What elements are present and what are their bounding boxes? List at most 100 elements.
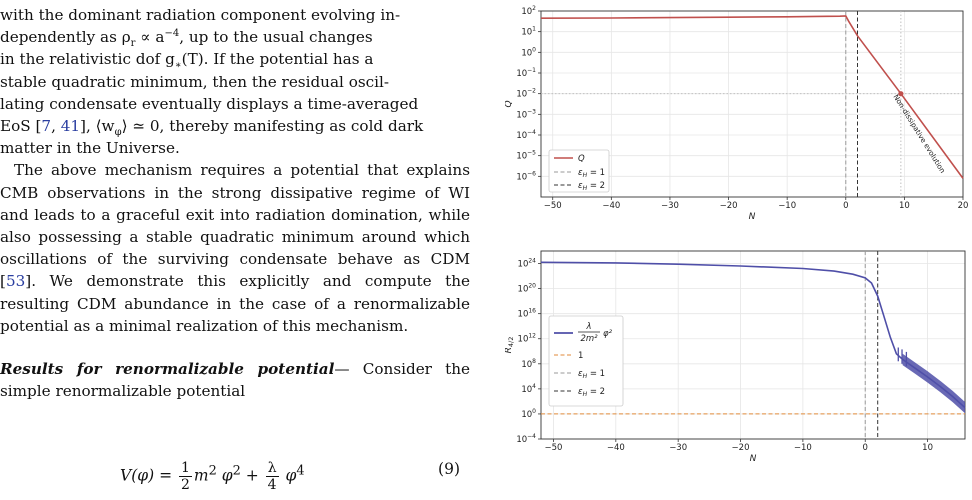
text-line: , up to the usual changes (179, 28, 373, 47)
legend-label-eps2: εH = 2 (578, 181, 605, 192)
plot-frame (540, 250, 966, 440)
legend-label-eps2: εH = 2 (578, 387, 605, 398)
text-line: (T). If the potential has a (181, 50, 374, 69)
series-r-oscillation-band (902, 353, 965, 414)
x-axis-label: N (750, 454, 757, 464)
citation-link[interactable]: 53 (5, 272, 26, 291)
fraction-numerator: 1 (178, 460, 192, 477)
section-runin-heading: Results for renormalizable potential (0, 360, 335, 379)
paragraph-results: Results for renormalizable potential— Co… (0, 358, 470, 402)
subscript: ∗ (174, 60, 182, 72)
figure-q-panel: −50 −40 −30 −20 −10 0 10 20 102 101 100 10−1 10−2 10−… (505, 2, 972, 227)
fraction-denominator: 2 (180, 477, 190, 493)
annotation-non-dissipative: Non-dissipative evolution (891, 93, 947, 175)
x-tick-label: 10 (899, 201, 910, 211)
x-tick-label: 0 (863, 443, 868, 453)
x-tick-label: −10 (778, 201, 796, 211)
superscript: −4 (164, 28, 180, 40)
y-tick-label: 102 (521, 5, 536, 17)
text-line: ∝ a (135, 28, 165, 47)
text-line: matter in the Universe. (0, 139, 180, 158)
y-tick-label: 10−3 (516, 108, 536, 120)
y-tick-label: 10−2 (516, 88, 536, 100)
equation-symbol: φ (285, 466, 297, 485)
legend-box (548, 149, 610, 193)
y-axis-label: Q (505, 100, 514, 107)
x-tick-label: −30 (669, 443, 687, 453)
y-tick-label: 10−5 (516, 150, 536, 162)
subscript: r (130, 38, 136, 50)
x-tick-label: −20 (720, 201, 738, 211)
x-axis-label: N (749, 212, 756, 222)
legend-label-eps1: εH = 1 (578, 168, 605, 179)
x-tick-label: 0 (843, 201, 848, 211)
legend-r: λ 2m² φ² 1 εH = 1 εH = 2 (548, 315, 624, 407)
x-tick-label: 20 (958, 201, 969, 211)
text-line: stable quadratic minimum, then the resid… (0, 72, 389, 91)
legend-label-one: 1 (578, 351, 583, 361)
x-tick-label: −50 (544, 443, 562, 453)
y-tick-label: 1020 (518, 283, 537, 295)
x-tick-label: −30 (661, 201, 679, 211)
legend-ratio-phi: φ² (603, 329, 613, 339)
equation-lhs: V(φ) = (120, 466, 177, 485)
y-axis-label: R4/2 (505, 337, 515, 354)
legend-box (548, 315, 624, 407)
paragraph-text: — Consider the simple renormalizable pot… (0, 360, 470, 401)
y-tick-label: 100 (521, 408, 536, 420)
paragraph-mechanism: The above mechanism requires a potential… (0, 159, 470, 337)
legend-ratio-numerator: λ (585, 322, 591, 332)
paragraph-radiation: with the dominant radiation component ev… (0, 6, 424, 158)
equation-symbol: m (193, 466, 209, 485)
x-tick-label: −20 (732, 443, 750, 453)
y-tick-label: 10−1 (516, 67, 536, 79)
y-tick-label: 101 (521, 26, 536, 38)
text-line: lating condensate eventually displays a … (0, 94, 419, 113)
plot-frame (540, 10, 964, 198)
text-line: dependently as ρ (0, 28, 131, 47)
equation-number: (9) (438, 460, 460, 478)
y-tick-label: 10−4 (516, 129, 536, 141)
y-tick-label: 104 (521, 383, 536, 395)
legend-label-eps1: εH = 1 (578, 369, 605, 380)
transition-point (898, 91, 904, 97)
x-tick-label: 10 (922, 443, 933, 453)
text-line: ⟩ ≃ 0, thereby manifesting as cold dark (121, 117, 424, 136)
chart-r: −50 −40 −30 −20 −10 0 10 1024 1020 1016 1012 108 104… (505, 250, 966, 464)
body-text-column: with the dominant radiation component ev… (0, 4, 470, 402)
y-tick-label: 1024 (518, 258, 537, 270)
y-tick-label: 10−6 (516, 170, 536, 182)
paragraph-text: The above mechanism requires a potential… (0, 161, 470, 291)
chart-q: −50 −40 −30 −20 −10 0 10 20 102 101 100 10−1 10−2 10−… (505, 5, 969, 222)
fraction-denominator: 4 (267, 477, 277, 493)
text-line: EoS [ (0, 117, 42, 136)
y-tick-label: 100 (521, 46, 536, 58)
y-tick-label: 108 (521, 358, 536, 370)
y-tick-label: 10−4 (516, 433, 536, 445)
text-line: with the dominant radiation component ev… (0, 6, 401, 24)
text-line: in the relativistic dof g (0, 50, 175, 69)
equation-operator: + (240, 466, 264, 485)
text-line: ], ⟨w (80, 117, 115, 136)
legend-q: QεH = 1 εH = 2 (548, 149, 610, 193)
equation-symbol: φ (221, 466, 233, 485)
citation-link[interactable]: 41 (60, 117, 81, 136)
x-tick-label: −10 (794, 443, 812, 453)
y-tick-label: 1016 (518, 308, 537, 320)
x-tick-label: −50 (544, 201, 562, 211)
y-tick-label: 1012 (518, 333, 537, 345)
fraction-numerator: λ (265, 460, 279, 477)
x-tick-label: −40 (607, 443, 625, 453)
series-q-line (540, 15, 964, 179)
figure-r-panel: −50 −40 −30 −20 −10 0 10 1024 1020 1016 1012 108 104… (505, 242, 972, 468)
legend-label-q: Q (578, 154, 585, 164)
citation-link[interactable]: 7 (41, 117, 52, 136)
subscript: φ (114, 127, 122, 139)
x-tick-label: −40 (602, 201, 620, 211)
legend-ratio-denominator: 2m² (580, 334, 598, 344)
paragraph-text: ]. We demonstrate this explicitly and co… (0, 272, 470, 335)
